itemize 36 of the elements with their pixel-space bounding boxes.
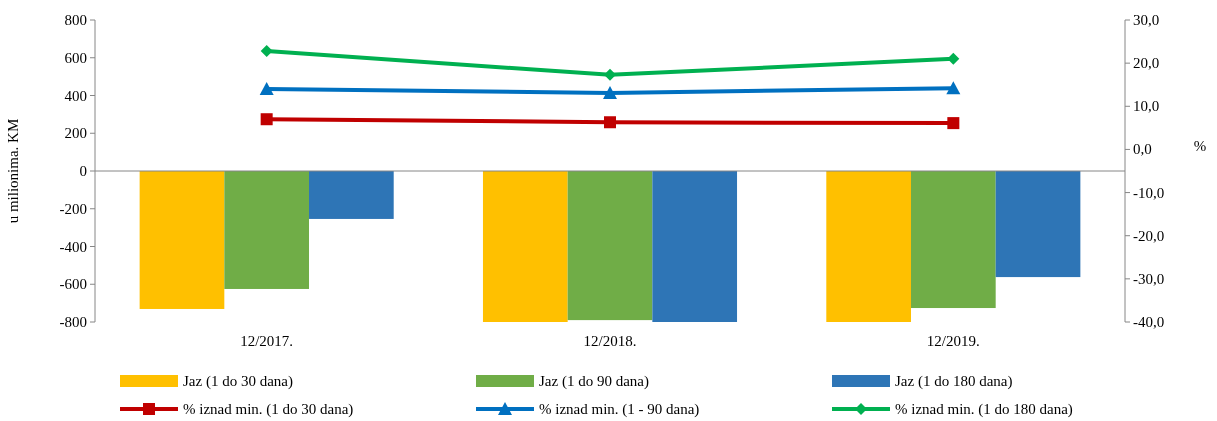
legend-label: % iznad min. (1 do 30 dana): [183, 401, 354, 418]
point: [259, 82, 274, 96]
y2-tick-label: 30,0: [1133, 12, 1160, 28]
legend-label: % iznad min. (1 - 90 dana): [539, 401, 700, 418]
y2-tick-label: 20,0: [1133, 55, 1160, 72]
point: [603, 85, 617, 99]
point: [260, 45, 273, 58]
point: [260, 113, 273, 126]
point: [947, 117, 960, 130]
point: [946, 81, 961, 95]
y-tick-label: 200: [64, 125, 87, 142]
y2-tick-label: -40,0: [1133, 314, 1165, 330]
y2-tick-label: -30,0: [1133, 270, 1165, 287]
y-tick-label: -400: [59, 238, 87, 255]
y-tick-label: -800: [59, 314, 87, 330]
y-tick-label: 400: [64, 87, 87, 104]
legend-label: Jaz (1 do 180 dana): [895, 373, 1013, 390]
legend-label: % iznad min. (1 do 180 dana): [895, 401, 1073, 418]
y2-tick-label: -20,0: [1133, 227, 1165, 244]
y2-tick-label: 0,0: [1133, 141, 1152, 158]
y-tick-label: -200: [59, 200, 87, 217]
legend-label: Jaz (1 do 30 dana): [183, 373, 293, 390]
y-tick-label: 600: [64, 49, 87, 66]
point: [604, 68, 616, 81]
y-tick-label: 0: [79, 163, 87, 179]
y-tick-label: -600: [59, 276, 87, 293]
legend-label: Jaz (1 do 90 dana): [539, 373, 649, 390]
y2-tick-label: 10,0: [1133, 98, 1160, 115]
point: [604, 116, 616, 129]
x-tick-label: 12/2019.: [926, 333, 980, 349]
x-tick-label: 12/2017.: [240, 333, 294, 349]
y-axis-title: u milionima. KM: [5, 118, 21, 224]
y2-axis-title: %: [1193, 138, 1207, 154]
x-tick-label: 12/2018.: [583, 333, 637, 349]
y2-tick-label: -10,0: [1133, 184, 1165, 201]
y-tick-label: 800: [64, 12, 87, 28]
